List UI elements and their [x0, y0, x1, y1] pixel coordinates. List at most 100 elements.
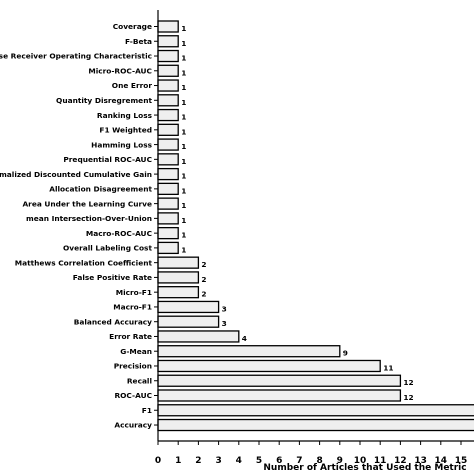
bar — [157, 286, 200, 299]
value-label: 1 — [181, 186, 186, 195]
value-label: 1 — [181, 216, 186, 225]
category-label: Error Rate — [109, 332, 152, 341]
x-tick-label: 1 — [175, 456, 181, 466]
value-label: 1 — [181, 201, 186, 210]
category-label: F1 — [142, 406, 152, 415]
bar — [157, 241, 179, 255]
value-label: 1 — [181, 231, 186, 240]
bar — [157, 153, 179, 166]
value-label: 2 — [201, 275, 206, 284]
value-label: 1 — [181, 113, 186, 122]
category-label: F-Beta — [125, 37, 152, 46]
x-tick-label: 12 — [394, 456, 407, 466]
value-label: 1 — [181, 24, 186, 33]
category-label: F1 Weighted — [99, 126, 152, 135]
bar — [157, 94, 179, 107]
category-label: Quantity Disregrement — [56, 96, 152, 105]
x-tick-label: 11 — [374, 456, 387, 466]
bar — [157, 64, 179, 77]
value-label: 2 — [201, 290, 206, 299]
x-tick-label: 10 — [354, 456, 367, 466]
value-label: 12 — [403, 378, 413, 387]
category-label: G-Mean — [120, 347, 152, 356]
category-label: Allocation Disagreement — [49, 185, 152, 194]
axes — [154, 10, 474, 442]
value-label: 1 — [181, 127, 186, 136]
category-label: Prequential ROC-AUC — [63, 155, 152, 164]
x-tick-label: 14 — [435, 456, 448, 466]
bar — [157, 345, 341, 358]
x-tick-label: 3 — [215, 456, 221, 466]
bar — [157, 182, 179, 196]
value-label: 1 — [181, 39, 186, 48]
bar — [157, 404, 474, 417]
category-label: Response Receiver Operating Characterist… — [0, 52, 152, 61]
bar — [157, 374, 402, 387]
x-tick-label: 8 — [316, 456, 322, 466]
category-label: mean Intersection-Over-Union — [26, 214, 152, 223]
value-label: 1 — [181, 98, 186, 107]
value-label: 11 — [383, 363, 393, 372]
value-label: 9 — [343, 349, 348, 358]
bar — [157, 35, 179, 48]
category-label: Overall Labeling Cost — [63, 244, 152, 253]
bars-layer — [157, 20, 474, 432]
bar — [157, 330, 240, 343]
x-tick-label: 13 — [414, 456, 427, 466]
bar — [157, 167, 179, 181]
x-tick-label: 9 — [337, 456, 343, 466]
category-label: Macro-ROC-AUC — [86, 229, 152, 238]
bar — [157, 271, 200, 284]
bar — [157, 300, 220, 314]
x-tick-label: 2 — [195, 456, 201, 466]
category-label: Micro-F1 — [116, 288, 152, 297]
category-label: Normalized Discounted Cumulative Gain — [0, 170, 152, 179]
x-tick-label: 15 — [455, 456, 468, 466]
value-label: 1 — [181, 157, 186, 166]
category-label: Recall — [127, 376, 152, 385]
category-label: False Positive Rate — [73, 273, 152, 282]
category-label: Macro-F1 — [113, 303, 152, 312]
x-tick-label: 0 — [155, 456, 161, 466]
value-label: 4 — [242, 334, 247, 343]
value-label: 3 — [222, 304, 227, 313]
value-label: 3 — [222, 319, 227, 328]
value-label: 1 — [181, 68, 186, 77]
value-label: 1 — [181, 245, 186, 254]
category-label: Precision — [114, 362, 152, 371]
x-axis-title: Number of Articles that Used the Metric — [263, 463, 466, 473]
bar — [157, 20, 179, 33]
category-label: Ranking Loss — [97, 111, 153, 120]
value-label: 1 — [181, 54, 186, 63]
x-ticks: 0 1 2 3 4 5 6 7 8 9 10 11 12 13 14 15 — [155, 441, 467, 466]
category-label: Micro-ROC-AUC — [88, 66, 152, 75]
value-label: 2 — [201, 260, 206, 269]
bar — [157, 197, 179, 210]
bar — [157, 212, 179, 225]
category-labels: Coverage F-Beta Response Receiver Operatin… — [0, 22, 153, 430]
category-label: Hamming Loss — [91, 140, 152, 149]
value-label: 12 — [403, 393, 413, 402]
bar — [157, 123, 179, 136]
category-label: Area Under the Learning Curve — [22, 199, 152, 208]
bar — [157, 315, 220, 328]
x-tick-label: 6 — [276, 456, 282, 466]
category-label: Coverage — [113, 22, 152, 31]
x-tick-label: 7 — [296, 456, 302, 466]
value-label: 1 — [181, 142, 186, 151]
value-label: 1 — [181, 172, 186, 181]
bar — [157, 79, 179, 92]
category-label: One Error — [112, 81, 153, 90]
category-label: Balanced Accuracy — [74, 317, 152, 326]
category-label: ROC-AUC — [114, 391, 152, 400]
bar — [157, 389, 402, 402]
bar — [157, 359, 381, 373]
bar — [157, 226, 179, 240]
bar — [157, 49, 179, 63]
bar — [157, 418, 474, 432]
category-label: Accuracy — [114, 421, 152, 430]
bar — [157, 108, 179, 122]
x-tick-label: 4 — [236, 456, 242, 466]
